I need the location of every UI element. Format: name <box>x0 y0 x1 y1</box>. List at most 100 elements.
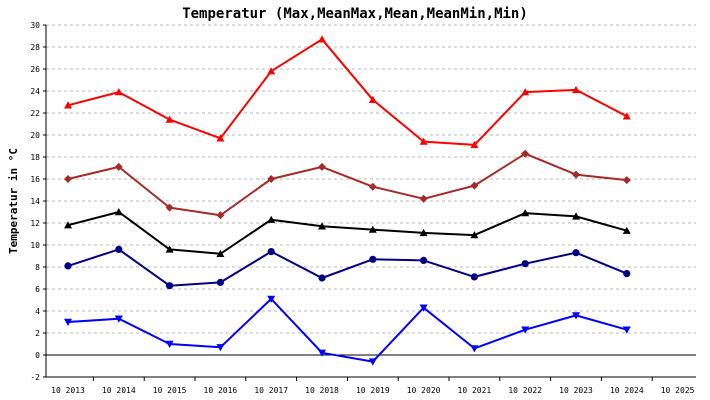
data-point <box>114 88 123 96</box>
data-point <box>64 262 72 270</box>
data-point <box>572 170 580 179</box>
x-tick-label: 10 2021 <box>458 386 492 395</box>
data-point <box>521 149 530 158</box>
series-line <box>67 38 628 146</box>
data-point <box>368 182 377 191</box>
series-line <box>67 297 628 363</box>
x-tick-label: 10 2023 <box>559 386 593 395</box>
data-point <box>623 270 631 278</box>
data-point <box>470 273 478 281</box>
y-tick-label: 22 <box>30 109 40 118</box>
data-point <box>572 249 580 257</box>
data-point <box>572 85 580 94</box>
chart-title: Temperatur (Max,MeanMax,Mean,MeanMin,Min… <box>182 6 528 22</box>
data-point <box>622 176 631 185</box>
x-tick-label: 10 2014 <box>102 386 136 395</box>
data-point <box>267 175 276 183</box>
grid-lines <box>46 24 696 378</box>
series-1 <box>64 149 631 220</box>
data-point <box>368 358 377 366</box>
series-4 <box>64 295 631 366</box>
data-point <box>115 245 123 253</box>
data-point <box>419 194 428 203</box>
data-point <box>419 304 428 312</box>
data-point <box>318 274 326 282</box>
data-point <box>318 349 326 357</box>
data-point <box>64 175 72 183</box>
x-tick-label: 10 2022 <box>508 386 542 395</box>
data-point <box>216 344 225 352</box>
x-tick-label: 10 2016 <box>204 386 238 395</box>
y-tick-label: 0 <box>35 351 40 360</box>
series-3 <box>64 245 631 290</box>
data-point <box>165 203 174 212</box>
x-tick-label: 10 2024 <box>610 386 644 395</box>
data-point <box>114 162 123 171</box>
y-tick-label: 28 <box>30 43 40 52</box>
series-line <box>67 211 628 255</box>
data-point <box>267 248 275 256</box>
y-tick-label: 10 <box>30 241 40 250</box>
data-point <box>318 35 326 43</box>
y-tick-label: 30 <box>30 21 40 30</box>
series-line <box>67 248 628 287</box>
data-point <box>572 312 580 320</box>
data-point <box>622 112 631 120</box>
data-point <box>470 345 479 353</box>
y-tick-label: 8 <box>35 263 40 272</box>
x-tick-label: 10 2020 <box>407 386 441 395</box>
y-tick-label: 12 <box>30 219 40 228</box>
data-point <box>419 228 428 237</box>
data-point <box>521 209 530 217</box>
data-point <box>572 212 580 220</box>
data-point <box>470 181 479 190</box>
y-axis-label: Temperatur in °C <box>7 148 20 254</box>
x-tick-label: 10 2015 <box>153 386 187 395</box>
y-tick-label: 26 <box>30 65 40 74</box>
data-point <box>166 282 174 290</box>
data-point <box>216 211 225 220</box>
y-tick-label: 4 <box>35 307 40 316</box>
series-2 <box>64 208 631 257</box>
y-tick-label: 2 <box>35 329 40 338</box>
data-point <box>64 101 72 109</box>
data-point <box>622 226 631 234</box>
data-point <box>622 326 631 334</box>
data-point <box>521 326 530 334</box>
y-tick-label: 16 <box>30 175 40 184</box>
data-point <box>64 221 72 229</box>
data-point <box>165 340 174 348</box>
series-0 <box>64 35 631 149</box>
y-tick-label: -2 <box>30 373 40 382</box>
data-point <box>420 256 428 264</box>
data-point <box>267 215 276 223</box>
series-line <box>67 152 627 217</box>
data-point <box>521 88 530 96</box>
data-point <box>216 134 225 142</box>
data-point <box>216 278 224 286</box>
y-tick-label: 20 <box>30 131 40 140</box>
data-point <box>419 137 428 145</box>
y-tick-label: 24 <box>30 87 40 96</box>
x-tick-label: 10 2013 <box>51 386 85 395</box>
data-point <box>368 95 377 103</box>
data-point <box>369 255 377 263</box>
data-point <box>318 162 326 171</box>
data-point <box>114 315 123 323</box>
y-tick-label: 18 <box>30 153 40 162</box>
data-point <box>318 222 326 230</box>
y-tick-label: 14 <box>30 197 40 206</box>
data-point <box>64 318 72 326</box>
data-point <box>470 231 479 239</box>
data-point <box>368 225 377 233</box>
x-tick-label: 10 2019 <box>356 386 390 395</box>
y-tick-label: 6 <box>35 285 40 294</box>
data-point <box>267 67 276 75</box>
data-point <box>165 115 174 123</box>
data-point <box>165 245 174 253</box>
series-group <box>64 35 631 366</box>
x-tick-label: 10 2017 <box>254 386 288 395</box>
